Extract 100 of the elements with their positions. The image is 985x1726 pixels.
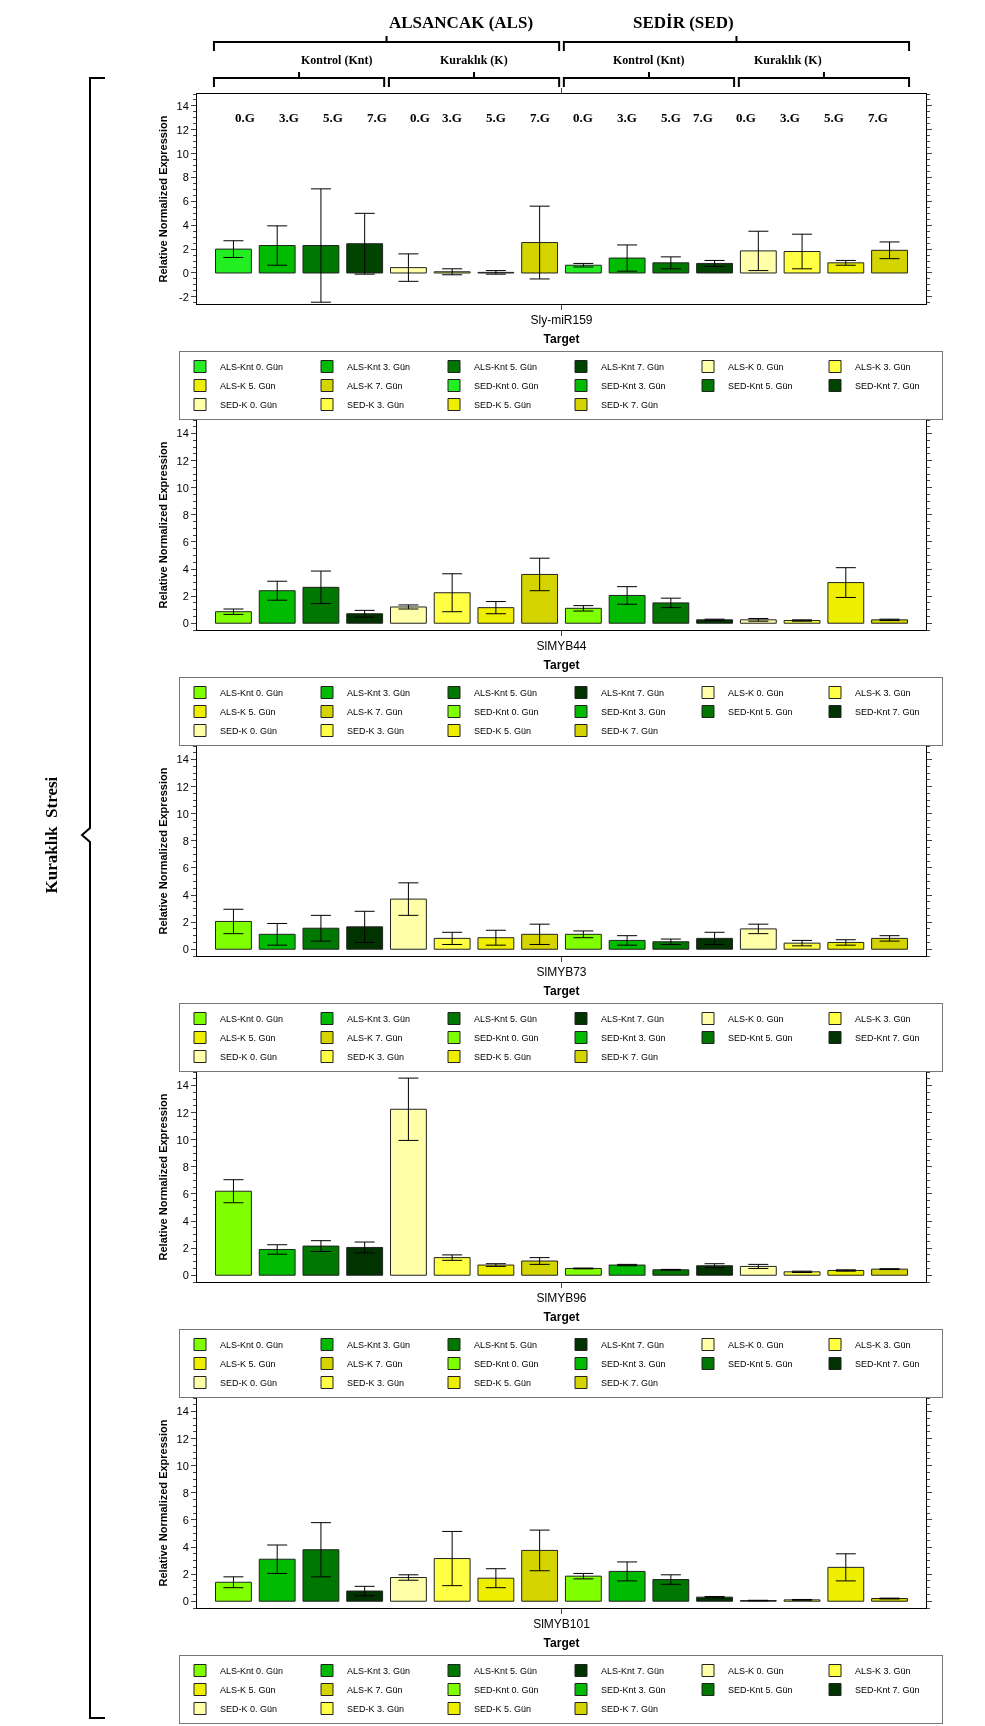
legend-label: SED-Knt 5. Gün	[728, 1685, 793, 1696]
y-tick-label: 8	[182, 1486, 189, 1499]
legend-label: SED-K 3. Gün	[347, 400, 405, 411]
legend-label: SED-K 3. Gün	[347, 1052, 405, 1063]
y-tick-label: 6	[182, 1187, 189, 1200]
y-tick-label: 6	[182, 861, 189, 874]
x-tick-label: SlMYB96	[536, 1291, 587, 1306]
legend-label: ALS-K 3. Gün	[855, 362, 911, 373]
legend-label: ALS-K 0. Gün	[728, 1014, 784, 1025]
y-tick-label: 14	[176, 753, 189, 766]
legend-label: SED-Knt 7. Gün	[855, 1359, 920, 1370]
legend-label: SED-K 7. Gün	[601, 1704, 659, 1715]
y-tick-label: 8	[182, 834, 189, 847]
annotation: 0.G	[573, 110, 593, 125]
y-tick-label: 14	[176, 99, 189, 112]
y-tick-label: 10	[176, 147, 189, 160]
legend-label: SED-K 7. Gün	[601, 400, 659, 411]
legend-label: ALS-K 3. Gün	[855, 1014, 911, 1025]
legend-label: ALS-K 0. Gün	[728, 1666, 784, 1677]
legend-label: SED-K 5. Gün	[474, 1378, 532, 1389]
annotation: 5.G	[486, 110, 506, 125]
legend-label: ALS-K 3. Gün	[855, 688, 911, 699]
annotation: 5.G	[824, 110, 844, 125]
y-axis-title: Relative Normalized Expression	[157, 1419, 170, 1587]
legend-label: ALS-Knt 7. Gün	[601, 1340, 665, 1351]
legend-label: ALS-K 5. Gün	[220, 707, 276, 718]
legend-label: SED-K 0. Gün	[220, 1378, 278, 1389]
text: Kuraklık (K)	[440, 53, 508, 67]
legend-label: SED-K 3. Gün	[347, 1704, 405, 1715]
y-tick-label: 12	[176, 454, 189, 467]
y-tick-label: 4	[182, 562, 189, 575]
y-axis-title: Relative Normalized Expression	[157, 441, 170, 609]
annotation: 0.G	[410, 110, 430, 125]
legend-label: ALS-K 0. Gün	[728, 688, 784, 699]
legend-label: SED-K 5. Gün	[474, 1052, 532, 1063]
legend-label: SED-K 7. Gün	[601, 1052, 659, 1063]
legend-label: ALS-Knt 7. Gün	[601, 362, 665, 373]
legend-label: ALS-K 7. Gün	[347, 707, 403, 718]
annotation: 5.G	[323, 110, 343, 125]
legend-label: ALS-K 3. Gün	[855, 1666, 911, 1677]
legend-label: ALS-Knt 5. Gün	[474, 1014, 538, 1025]
legend-label: ALS-Knt 5. Gün	[474, 1340, 538, 1351]
legend-label: ALS-Knt 3. Gün	[347, 1666, 411, 1677]
y-axis-title: Relative Normalized Expression	[157, 767, 170, 935]
legend-label: ALS-K 5. Gün	[220, 1685, 276, 1696]
legend-label: SED-Knt 3. Gün	[601, 1685, 666, 1696]
legend-label: ALS-K 7. Gün	[347, 1359, 403, 1370]
y-tick-label: 2	[182, 242, 189, 255]
legend-label: SED-K 5. Gün	[474, 726, 532, 737]
annotation: 3.G	[279, 110, 299, 125]
legend-label: SED-Knt 7. Gün	[855, 707, 920, 718]
text: Kuraklık (K)	[754, 53, 822, 67]
y-tick-label: 6	[182, 535, 189, 548]
annotation: 7.G	[530, 110, 550, 125]
legend-label: SED-Knt 3. Gün	[601, 707, 666, 718]
legend-label: ALS-K 3. Gün	[855, 1340, 911, 1351]
y-tick-label: 14	[176, 427, 189, 440]
annotation: 3.G	[617, 110, 637, 125]
legend-label: SED-K 7. Gün	[601, 1378, 659, 1389]
y-tick-label: 12	[176, 1106, 189, 1119]
legend-label: ALS-Knt 7. Gün	[601, 688, 665, 699]
legend-label: ALS-Knt 0. Gün	[220, 1340, 284, 1351]
y-tick-label: 2	[182, 1567, 189, 1580]
y-tick-label: 12	[176, 123, 189, 136]
annotation: 5.G	[661, 110, 681, 125]
legend-label: SED-K 0. Gün	[220, 400, 278, 411]
legend-label: ALS-K 5. Gün	[220, 1033, 276, 1044]
annotation: 3.G	[780, 110, 800, 125]
legend-label: SED-Knt 5. Gün	[728, 707, 793, 718]
legend-label: SED-K 5. Gün	[474, 400, 532, 411]
legend-label: ALS-Knt 3. Gün	[347, 1340, 411, 1351]
y-tick-label: 6	[182, 1513, 189, 1526]
y-tick-label: 2	[182, 589, 189, 602]
annotation: 7.G	[367, 110, 387, 125]
legend-label: SED-Knt 0. Gün	[474, 1685, 539, 1696]
y-tick-label: 4	[182, 1540, 189, 1553]
y-axis-title: Relative Normalized Expression	[157, 1093, 170, 1261]
text: SEDİR (SED)	[633, 13, 734, 32]
y-tick-label: 0	[182, 1595, 189, 1608]
y-tick-label: 4	[182, 888, 189, 901]
text: ALSANCAK (ALS)	[389, 13, 534, 32]
legend-label: SED-Knt 5. Gün	[728, 1033, 793, 1044]
legend-label: ALS-K 7. Gün	[347, 381, 403, 392]
text: Kontrol (Knt)	[613, 53, 685, 67]
x-axis-title: Target	[543, 658, 580, 673]
y-tick-label: 14	[176, 1405, 189, 1418]
legend-label: SED-K 3. Gün	[347, 726, 405, 737]
legend-label: ALS-K 7. Gün	[347, 1685, 403, 1696]
x-axis-title: Target	[543, 984, 580, 999]
legend-label: SED-Knt 5. Gün	[728, 1359, 793, 1370]
legend-label: ALS-Knt 3. Gün	[347, 688, 411, 699]
y-tick-label: 0	[182, 943, 189, 956]
y-tick-label: 8	[182, 1160, 189, 1173]
legend-label: SED-Knt 7. Gün	[855, 1685, 920, 1696]
y-tick-label: 10	[176, 1133, 189, 1146]
annotation: 7.G	[868, 110, 888, 125]
legend-label: ALS-Knt 0. Gün	[220, 688, 284, 699]
legend-label: SED-K 3. Gün	[347, 1378, 405, 1389]
y-tick-label: 2	[182, 1241, 189, 1254]
y-tick-label: 4	[182, 1214, 189, 1227]
